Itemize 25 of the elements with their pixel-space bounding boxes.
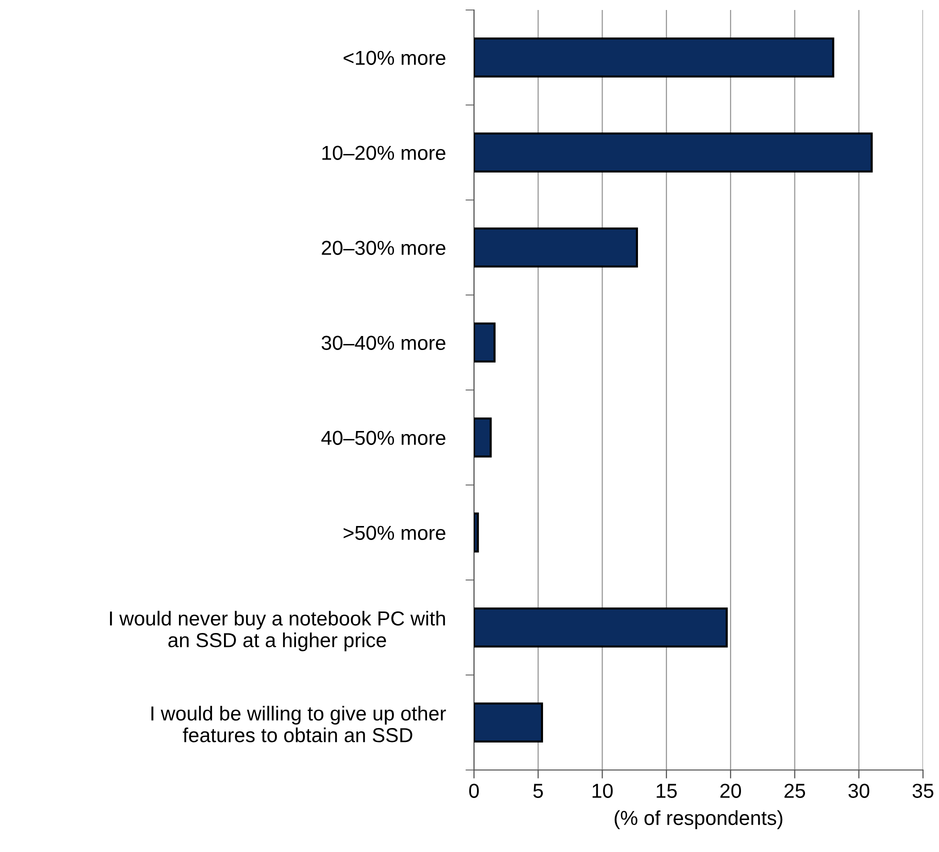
- y-tick-label: I would be willing to give up other features to obtain an SSD: [151, 706, 446, 742]
- bar: [474, 227, 638, 268]
- y-tick-label: <10% more: [344, 50, 446, 65]
- bar: [474, 607, 728, 648]
- bar: [474, 322, 496, 363]
- x-tick-label: 5: [533, 784, 543, 798]
- y-tick-label: 30–40% more: [322, 336, 446, 350]
- bar: [474, 37, 834, 78]
- bar: [474, 132, 873, 173]
- x-tick-label: 10: [592, 784, 613, 798]
- y-tick-label: 20–30% more: [322, 240, 446, 255]
- bar: [474, 702, 544, 743]
- x-tick-label: 25: [784, 784, 806, 798]
- y-tick-label: 40–50% more: [321, 430, 446, 445]
- bar: [474, 512, 479, 553]
- y-tick-label: 10–20% more: [322, 146, 446, 160]
- x-axis-title: (% of respondents): [614, 810, 782, 830]
- x-tick-label: 15: [656, 784, 677, 798]
- y-tick-label: >50% more: [344, 526, 446, 540]
- y-tick-label: I would never buy a notebook PC with an SSD at a higher price: [110, 610, 445, 652]
- x-tick-label: 20: [720, 784, 741, 798]
- x-tick-label: 0: [469, 784, 479, 798]
- x-tick-label: 35: [912, 784, 934, 798]
- bar: [474, 417, 492, 458]
- x-tick-label: 30: [848, 784, 870, 798]
